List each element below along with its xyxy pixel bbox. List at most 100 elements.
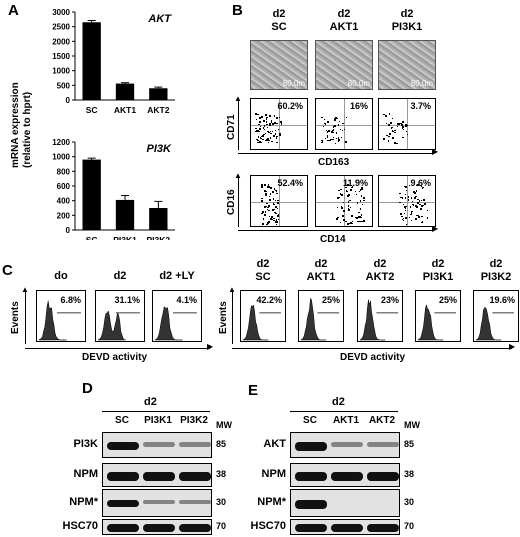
arrow-right-icon: ▶	[432, 147, 439, 156]
col-top: d2	[373, 258, 387, 270]
cd16-pct: 52.4%	[277, 178, 303, 188]
histogram: 31.1%	[95, 290, 145, 342]
y-tick-label: 0	[66, 96, 71, 105]
histogram-pct: 25%	[438, 295, 457, 305]
mw-value: 38	[404, 469, 415, 479]
panel-c-right-label: d2 SC	[234, 258, 292, 284]
cd71-pct: 3.7%	[410, 101, 431, 111]
y-tick-label: 1000	[52, 153, 70, 162]
blot-strip	[290, 519, 400, 535]
flow-plot-cd16: 9.6%	[378, 175, 436, 227]
arrow-right-icon: ▶	[509, 342, 516, 351]
x-tick-label: SC	[86, 105, 98, 115]
b-row1-xlabel: CD163	[318, 157, 350, 168]
flow-plot-cd71: 3.7%	[378, 98, 436, 150]
flow-plot-cd16: 52.4%	[250, 175, 308, 227]
band	[143, 524, 175, 532]
pi3k-bar-chart: 0 200 400 600 800 1000 1200 SC PI3K1 PI3K2 PI3K	[52, 138, 175, 240]
b-row2-xlabel: CD14	[320, 234, 346, 245]
y-tick-label: 0	[66, 226, 71, 235]
panel-e-label: E	[248, 382, 259, 399]
c-right-xarrow	[232, 348, 512, 349]
y-tick-label: 200	[57, 211, 71, 220]
mw-value: 70	[216, 521, 227, 531]
col-top: d2	[337, 8, 351, 20]
band	[179, 472, 211, 481]
micrograph: 80.0m	[250, 40, 308, 90]
chart-title: AKT	[147, 13, 172, 25]
histogram: 19.6%	[473, 290, 519, 342]
ylabel-line1: mRNA expression	[10, 82, 21, 168]
band	[143, 442, 175, 447]
col-top: d2	[489, 258, 503, 270]
arrow-up-icon: ▲	[228, 285, 236, 294]
panel-a-label: A	[8, 2, 19, 19]
col-bottom: PI3K1	[391, 21, 423, 33]
header-line	[290, 411, 398, 412]
blot-strip	[290, 432, 400, 458]
band	[107, 500, 139, 507]
band	[179, 442, 211, 447]
panel-c-label: C	[2, 262, 13, 279]
cd71-pct: 16%	[349, 101, 368, 111]
y-tick-label: 600	[57, 182, 71, 191]
scale-label: 80.0m	[410, 79, 433, 88]
col-top: d2	[272, 8, 286, 20]
y-tick-label: 400	[57, 197, 71, 206]
blot-strip	[102, 432, 212, 458]
blot-strip	[290, 463, 400, 487]
histogram-pct: 19.6%	[489, 295, 515, 305]
x-tick-label: SC	[86, 235, 98, 240]
b-row1-xarrow	[238, 153, 433, 154]
histogram-fill	[417, 304, 444, 341]
c-left-ylabel: Events	[10, 301, 21, 334]
col-bottom: AKT1	[329, 21, 359, 33]
b-row1-yarrow	[238, 98, 239, 150]
band	[367, 472, 399, 481]
histogram-fill	[300, 297, 327, 341]
flow-plot-cd71: 16%	[315, 98, 373, 150]
micrograph: 80.0m	[315, 40, 373, 90]
mw-value: 85	[404, 439, 415, 449]
arrow-up-icon: ▲	[234, 94, 242, 103]
histogram: 4.1%	[152, 290, 202, 342]
panel-c-left-label: do	[54, 270, 68, 282]
blot-row-label: NPM*	[257, 496, 286, 508]
c-right-ylabel: Events	[218, 301, 229, 334]
chart-title: PI3K	[147, 143, 173, 155]
b-row2-xarrow	[238, 230, 433, 231]
lane-label: AKT1	[332, 415, 360, 426]
panel-c-right-label: d2 AKT1	[292, 258, 350, 284]
bar	[115, 83, 135, 100]
cd16-pct: 11.9%	[342, 178, 368, 188]
blot-row-label: PI3K	[73, 438, 98, 450]
band	[367, 524, 399, 532]
histogram-fill	[38, 300, 67, 341]
blot-row-label: HSC70	[250, 520, 286, 532]
flow-plot-cd16: 11.9%	[315, 175, 373, 227]
histogram-pct: 31.1%	[114, 295, 140, 305]
panel-c-left-label: d2 +LY	[159, 270, 195, 282]
panel-b-column-header: d2 PI3K1	[373, 8, 441, 34]
col-bottom: SC	[271, 21, 287, 33]
histogram-fill	[475, 307, 502, 341]
akt-bar-chart: 0 500 1000 1500 2000 2500 3000 SC AKT1 AKT2 AKT	[52, 8, 175, 115]
band	[331, 524, 363, 532]
b-row2-yarrow	[238, 175, 239, 227]
panel-b-label: B	[232, 2, 243, 19]
col-top: d2	[400, 8, 414, 20]
panel-a-charts: 0 500 1000 1500 2000 2500 3000 SC AKT1 AKT2 AKT 0 2…	[52, 8, 175, 240]
col-bottom: PI3K1	[422, 271, 454, 283]
bar	[82, 159, 101, 230]
band	[331, 442, 363, 447]
band	[295, 500, 327, 509]
band	[143, 500, 175, 504]
panel-c-right-label: d2 AKT2	[351, 258, 409, 284]
panel-d-label: D	[82, 380, 93, 397]
y-tick-label: 500	[57, 81, 71, 90]
x-tick-label: PI3K2	[147, 235, 171, 240]
x-tick-label: AKT1	[114, 105, 136, 115]
b-row1-ylabel: CD71	[226, 114, 237, 140]
band	[179, 500, 211, 504]
histogram: 6.8%	[36, 290, 86, 342]
